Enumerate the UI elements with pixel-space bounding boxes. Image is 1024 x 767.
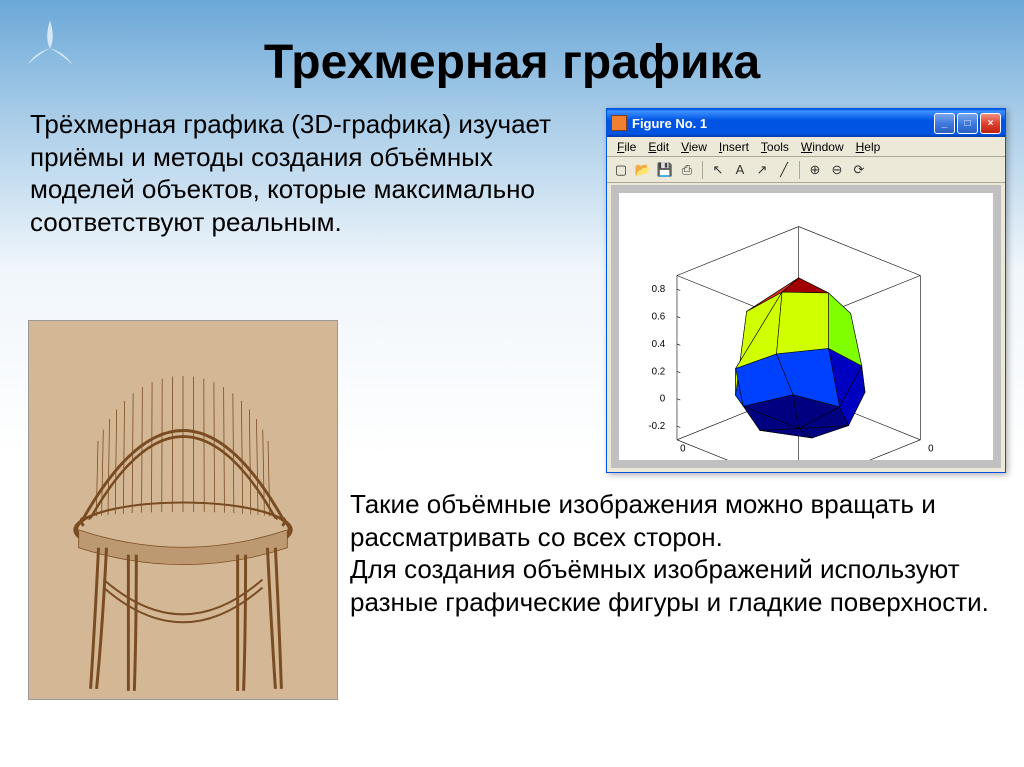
- chair-wireframe-image: [28, 320, 338, 700]
- svg-text:0.8: 0.8: [652, 284, 666, 295]
- svg-text:-0.2: -0.2: [648, 421, 665, 432]
- toolbar: ▢📂💾⎙ ↖A↗╱ ⊕⊖⟳: [607, 157, 1005, 183]
- zoom-out-icon[interactable]: ⊖: [827, 160, 847, 180]
- window-title: Figure No. 1: [632, 116, 934, 131]
- plot-area: -0.200.20.40.60.800.5100.51: [611, 185, 1001, 468]
- plot-canvas[interactable]: -0.200.20.40.60.800.5100.51: [619, 193, 993, 460]
- arrow-tool-icon[interactable]: ↗: [752, 160, 772, 180]
- menu-view[interactable]: View: [675, 138, 713, 156]
- menu-file[interactable]: File: [611, 138, 642, 156]
- svg-text:0.6: 0.6: [652, 312, 666, 323]
- menu-insert[interactable]: Insert: [713, 138, 755, 156]
- bottom-paragraph: Такие объёмные изображения можно вращать…: [350, 488, 990, 618]
- slide-title: Трехмерная графика: [0, 35, 1024, 90]
- pointer-icon[interactable]: ↖: [708, 160, 728, 180]
- menu-help[interactable]: Help: [850, 138, 887, 156]
- maximize-button[interactable]: □: [957, 113, 978, 134]
- line-icon[interactable]: ╱: [774, 160, 794, 180]
- svg-text:0: 0: [680, 444, 686, 455]
- svg-text:0: 0: [928, 444, 934, 455]
- figure-window: Figure No. 1 _ □ × FileEditViewInsertToo…: [606, 108, 1006, 473]
- svg-text:0.4: 0.4: [652, 339, 666, 350]
- zoom-in-icon[interactable]: ⊕: [805, 160, 825, 180]
- open-icon[interactable]: 📂: [633, 160, 653, 180]
- toolbar-separator: [702, 161, 703, 179]
- intro-paragraph: Трёхмерная графика (3D-графика) изучает …: [30, 108, 570, 238]
- print-icon[interactable]: ⎙: [677, 160, 697, 180]
- toolbar-separator: [799, 161, 800, 179]
- svg-text:0.2: 0.2: [652, 366, 666, 377]
- svg-text:0: 0: [660, 394, 666, 405]
- text-icon[interactable]: A: [730, 160, 750, 180]
- rotate-icon[interactable]: ⟳: [849, 160, 869, 180]
- window-titlebar[interactable]: Figure No. 1 _ □ ×: [607, 109, 1005, 137]
- menubar: FileEditViewInsertToolsWindowHelp: [607, 137, 1005, 157]
- app-icon: [611, 115, 627, 131]
- new-icon[interactable]: ▢: [611, 160, 631, 180]
- minimize-button[interactable]: _: [934, 113, 955, 134]
- menu-edit[interactable]: Edit: [642, 138, 675, 156]
- close-button[interactable]: ×: [980, 113, 1001, 134]
- menu-window[interactable]: Window: [795, 138, 850, 156]
- menu-tools[interactable]: Tools: [755, 138, 795, 156]
- save-icon[interactable]: 💾: [655, 160, 675, 180]
